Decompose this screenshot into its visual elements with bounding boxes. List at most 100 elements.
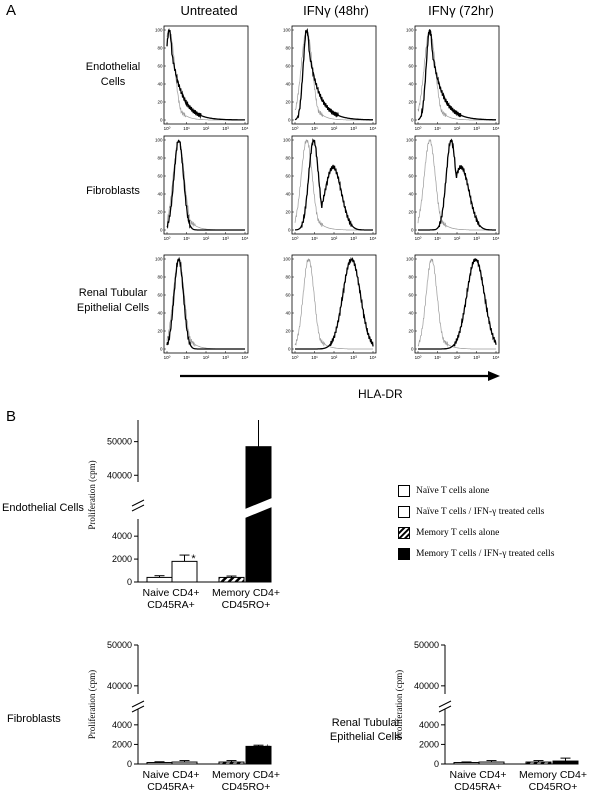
y-tick-label: 50000 [414, 640, 439, 650]
category-label: Naive CD4+ [143, 769, 200, 781]
column-heading-ifng-48hr: IFNγ (48hr) [303, 3, 369, 18]
x-tick-label: 10² [454, 236, 461, 241]
y-tick-label: 20 [408, 329, 414, 334]
significance-asterisk: * [191, 553, 196, 565]
x-tick-label: 10⁴ [370, 236, 377, 241]
y-tick-label: 80 [157, 156, 163, 161]
x-tick-label: 10⁰ [164, 126, 171, 131]
y-tick-label: 0 [127, 759, 132, 769]
axis-break-mark [438, 700, 452, 708]
y-tick-label: 50000 [107, 437, 132, 447]
bar [525, 761, 552, 765]
category-label: Naive CD4+ [143, 587, 200, 599]
histogram-frame [291, 25, 377, 125]
legend-label: Memory T cells / IFN-γ treated cells [416, 549, 555, 559]
x-tick-label: 10⁰ [292, 236, 299, 241]
x-tick-label: 10¹ [183, 355, 190, 360]
y-tick-label: 60 [408, 293, 414, 298]
y-tick-label: 80 [157, 46, 163, 51]
axis-break-mark [131, 499, 145, 507]
row-label-line: Fibroblasts [86, 185, 140, 197]
y-tick-label: 4000 [112, 531, 132, 541]
x-tick-label: 10³ [350, 126, 357, 131]
y-tick-label: 20 [157, 100, 163, 105]
y-tick-label: 60 [408, 64, 414, 69]
control-histogram-curve [417, 138, 496, 231]
y-tick-label: 40 [157, 311, 163, 316]
y-tick-label: 0 [288, 118, 291, 123]
x-tick-label: 10¹ [434, 126, 441, 131]
y-tick-label: 100 [155, 257, 163, 262]
histogram-panel: 0 20 40 60 80 100 10⁰ 10¹ 10² 10³ 10⁴ [283, 135, 377, 241]
y-tick-label: 100 [406, 28, 414, 33]
x-tick-label: 10² [203, 355, 210, 360]
y-tick-label: 100 [406, 257, 414, 262]
histogram-frame [163, 135, 249, 235]
x-tick-label: 10⁴ [493, 236, 500, 241]
x-tick-label: 10¹ [311, 355, 318, 360]
category-label: CD45RO+ [222, 599, 271, 611]
y-tick-label: 0 [160, 118, 163, 123]
x-tick-label: 10¹ [311, 236, 318, 241]
y-axis-label: Proliferation (cpm) [87, 460, 97, 529]
x-tick-label: 10³ [222, 126, 229, 131]
legend-label: Naïve T cells / IFN-γ treated cells [416, 507, 545, 517]
x-tick-label: 10⁴ [370, 126, 377, 131]
y-tick-label: 100 [406, 138, 414, 143]
x-tick-label: 10⁴ [493, 355, 500, 360]
y-tick-label: 0 [288, 228, 291, 233]
y-tick-label: 60 [157, 293, 163, 298]
y-tick-label: 100 [283, 257, 291, 262]
x-tick-label: 10⁴ [242, 126, 249, 131]
bar-legend: Naïve T cells alone Naïve T cells / IFN-… [398, 484, 554, 561]
x-tick-label: 10² [454, 126, 461, 131]
x-tick-label: 10² [454, 355, 461, 360]
x-tick-label: 10³ [222, 236, 229, 241]
y-tick-label: 50000 [107, 640, 132, 650]
y-tick-label: 80 [157, 275, 163, 280]
y-tick-label: 0 [160, 228, 163, 233]
row-label-endothelial: Endothelial Cells [58, 60, 168, 90]
y-axis-label: Proliferation (cpm) [394, 670, 404, 739]
histogram-panel: 0 20 40 60 80 100 10⁰ 10¹ 10² 10³ 10⁴ [283, 25, 377, 131]
y-tick-label: 100 [155, 28, 163, 33]
bar [218, 761, 245, 765]
treated-histogram-curve [166, 139, 245, 231]
y-tick-label: 100 [283, 138, 291, 143]
row-label-fibroblasts: Fibroblasts [58, 184, 168, 199]
y-tick-label: 60 [408, 174, 414, 179]
y-tick-label: 20 [285, 210, 291, 215]
x-tick-label: 10⁴ [242, 236, 249, 241]
legend-swatch-hatch [398, 527, 410, 539]
y-tick-label: 20 [285, 329, 291, 334]
y-tick-label: 40 [408, 82, 414, 87]
bar [146, 762, 173, 765]
treated-histogram-curve [417, 28, 496, 121]
x-tick-label: 10⁰ [415, 355, 422, 360]
y-tick-label: 0 [411, 118, 414, 123]
treated-histogram-curve [166, 28, 245, 121]
x-tick-label: 10³ [473, 355, 480, 360]
legend-item: Naïve T cells alone [398, 484, 554, 498]
treated-histogram-curve [418, 138, 496, 231]
y-tick-label: 0 [411, 228, 414, 233]
x-tick-label: 10² [203, 126, 210, 131]
bar [478, 761, 505, 765]
category-label: CD45RO+ [529, 781, 578, 793]
x-tick-label: 10⁰ [164, 236, 171, 241]
y-tick-label: 4000 [112, 720, 132, 730]
bar-break-band [245, 498, 272, 518]
y-tick-label: 40000 [107, 681, 132, 691]
histogram-frame [163, 25, 249, 125]
y-tick-label: 0 [434, 759, 439, 769]
bar-chart: 0 2000 4000 40000 50000 Proliferation (cpm) Na… [394, 640, 587, 793]
treated-histogram-curve [418, 258, 497, 350]
x-tick-label: 10⁰ [292, 355, 299, 360]
y-tick-label: 60 [157, 174, 163, 179]
x-tick-label: 10² [331, 126, 338, 131]
category-label: Memory CD4+ [212, 587, 280, 599]
bar-charts: 020004000400005000060000Proliferation (c… [87, 420, 587, 793]
y-tick-label: 80 [408, 275, 414, 280]
x-tick-label: 10⁰ [164, 355, 171, 360]
y-tick-label: 2000 [112, 554, 132, 564]
